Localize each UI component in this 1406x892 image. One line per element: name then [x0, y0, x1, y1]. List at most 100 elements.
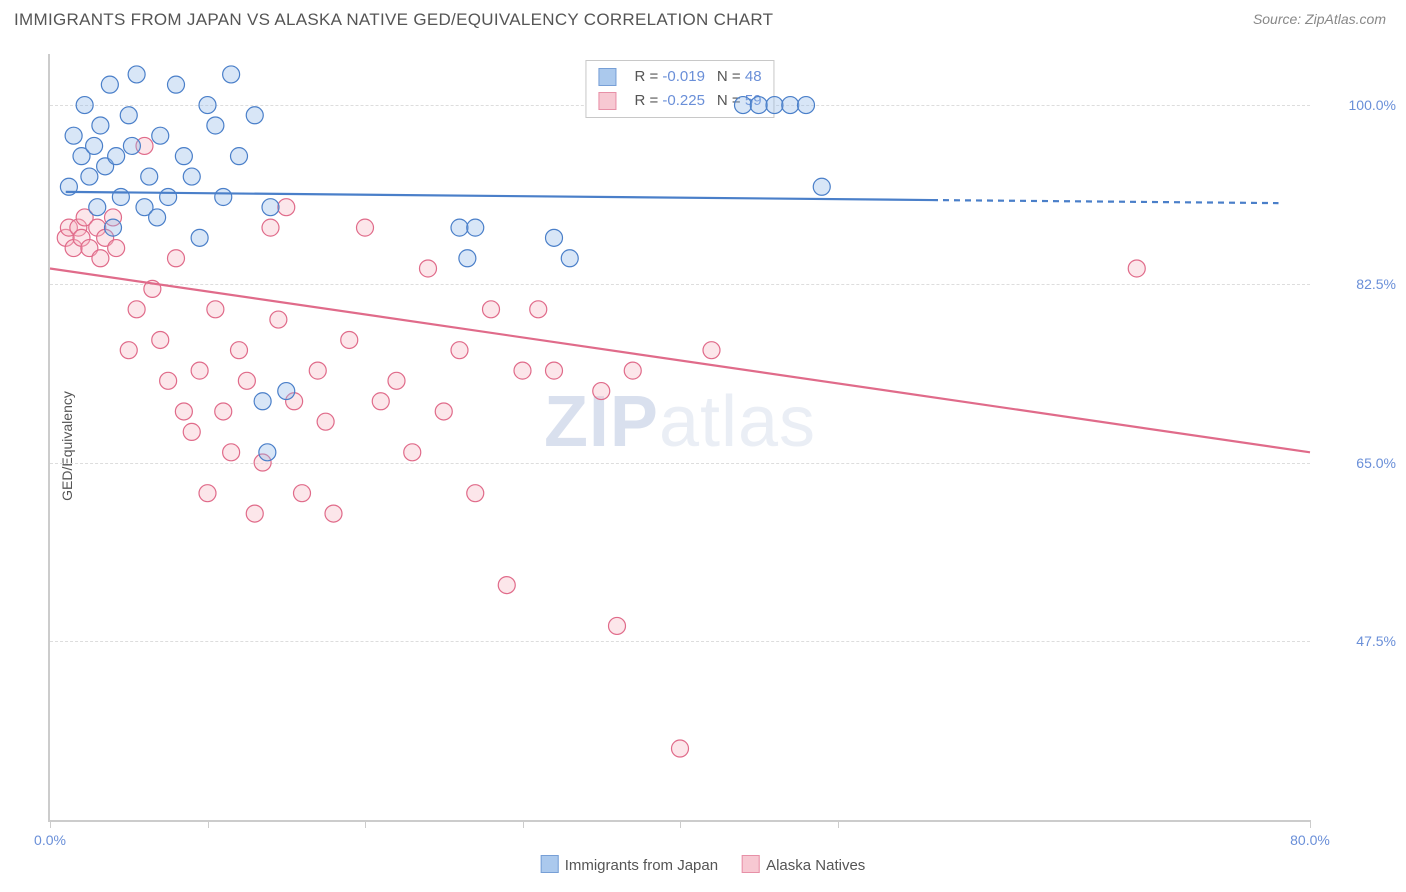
scatter-point: [168, 250, 185, 267]
scatter-point: [309, 362, 326, 379]
scatter-point: [101, 76, 118, 93]
scatter-point: [108, 148, 125, 165]
scatter-point: [404, 444, 421, 461]
scatter-point: [112, 188, 129, 205]
x-tick: [523, 820, 524, 828]
scatter-point: [231, 148, 248, 165]
legend-label-series1: Immigrants from Japan: [565, 857, 718, 874]
x-tick: [680, 820, 681, 828]
scatter-point: [238, 372, 255, 389]
scatter-point: [160, 188, 177, 205]
x-tick-label: 0.0%: [34, 832, 66, 848]
scatter-point: [467, 219, 484, 236]
scatter-point: [294, 485, 311, 502]
chart-plot-area: ZIPatlas 47.5%65.0%82.5%100.0% R = -0.01…: [48, 54, 1310, 822]
scatter-point: [420, 260, 437, 277]
scatter-point: [191, 362, 208, 379]
scatter-point: [278, 199, 295, 216]
x-tick: [838, 820, 839, 828]
x-tick: [50, 820, 51, 828]
scatter-point: [357, 219, 374, 236]
y-tick-label: 100.0%: [1316, 97, 1396, 113]
scatter-point: [259, 444, 276, 461]
scatter-point: [223, 66, 240, 83]
trend-line: [932, 200, 1279, 203]
scatter-point: [175, 148, 192, 165]
scatter-point: [152, 127, 169, 144]
x-tick-label: 80.0%: [1290, 832, 1330, 848]
scatter-point: [372, 393, 389, 410]
trend-line: [66, 192, 932, 200]
scatter-point: [750, 97, 767, 114]
scatter-point: [317, 413, 334, 430]
scatter-point: [123, 137, 140, 154]
x-tick: [1310, 820, 1311, 828]
scatter-point: [530, 301, 547, 318]
scatter-point: [766, 97, 783, 114]
legend-item-series2: Alaska Natives: [742, 855, 865, 874]
scatter-point: [782, 97, 799, 114]
scatter-point: [262, 219, 279, 236]
legend-item-series1: Immigrants from Japan: [541, 855, 718, 874]
scatter-point: [262, 199, 279, 216]
x-tick: [208, 820, 209, 828]
scatter-point: [105, 219, 122, 236]
scatter-point: [81, 168, 98, 185]
scatter-point: [207, 301, 224, 318]
chart-title: IMMIGRANTS FROM JAPAN VS ALASKA NATIVE G…: [14, 10, 773, 30]
source-attribution: Source: ZipAtlas.com: [1253, 11, 1386, 29]
scatter-point: [183, 423, 200, 440]
scatter-point: [254, 393, 271, 410]
scatter-point: [108, 240, 125, 257]
scatter-point: [546, 229, 563, 246]
x-tick: [365, 820, 366, 828]
scatter-point: [325, 505, 342, 522]
scatter-point: [624, 362, 641, 379]
scatter-point: [483, 301, 500, 318]
scatter-point: [86, 137, 103, 154]
scatter-point: [546, 362, 563, 379]
scatter-point: [149, 209, 166, 226]
scatter-point: [798, 97, 815, 114]
scatter-point: [76, 97, 93, 114]
scatter-point: [435, 403, 452, 420]
scatter-point: [514, 362, 531, 379]
series-legend: Immigrants from Japan Alaska Natives: [541, 855, 866, 874]
legend-label-series2: Alaska Natives: [766, 857, 865, 874]
y-tick-label: 82.5%: [1316, 276, 1396, 292]
scatter-point: [672, 740, 689, 757]
y-tick-label: 65.0%: [1316, 455, 1396, 471]
scatter-point: [141, 168, 158, 185]
scatter-point: [593, 383, 610, 400]
scatter-point: [215, 188, 232, 205]
scatter-point: [191, 229, 208, 246]
scatter-point: [183, 168, 200, 185]
scatter-point: [223, 444, 240, 461]
scatter-point: [215, 403, 232, 420]
scatter-point: [168, 76, 185, 93]
scatter-point: [92, 250, 109, 267]
scatter-point: [451, 342, 468, 359]
source-name: ZipAtlas.com: [1305, 11, 1386, 27]
scatter-point: [231, 342, 248, 359]
scatter-point: [278, 383, 295, 400]
source-prefix: Source:: [1253, 11, 1305, 27]
scatter-point: [89, 199, 106, 216]
scatter-point: [128, 66, 145, 83]
scatter-point: [160, 372, 177, 389]
scatter-point: [703, 342, 720, 359]
scatter-point: [498, 577, 515, 594]
scatter-point: [152, 331, 169, 348]
scatter-point: [609, 617, 626, 634]
scatter-point: [459, 250, 476, 267]
y-tick-label: 47.5%: [1316, 633, 1396, 649]
scatter-point: [561, 250, 578, 267]
scatter-point: [467, 485, 484, 502]
scatter-point: [388, 372, 405, 389]
scatter-point: [270, 311, 287, 328]
scatter-point: [199, 97, 216, 114]
scatter-point: [341, 331, 358, 348]
scatter-point: [735, 97, 752, 114]
scatter-svg: [50, 54, 1310, 820]
scatter-point: [175, 403, 192, 420]
